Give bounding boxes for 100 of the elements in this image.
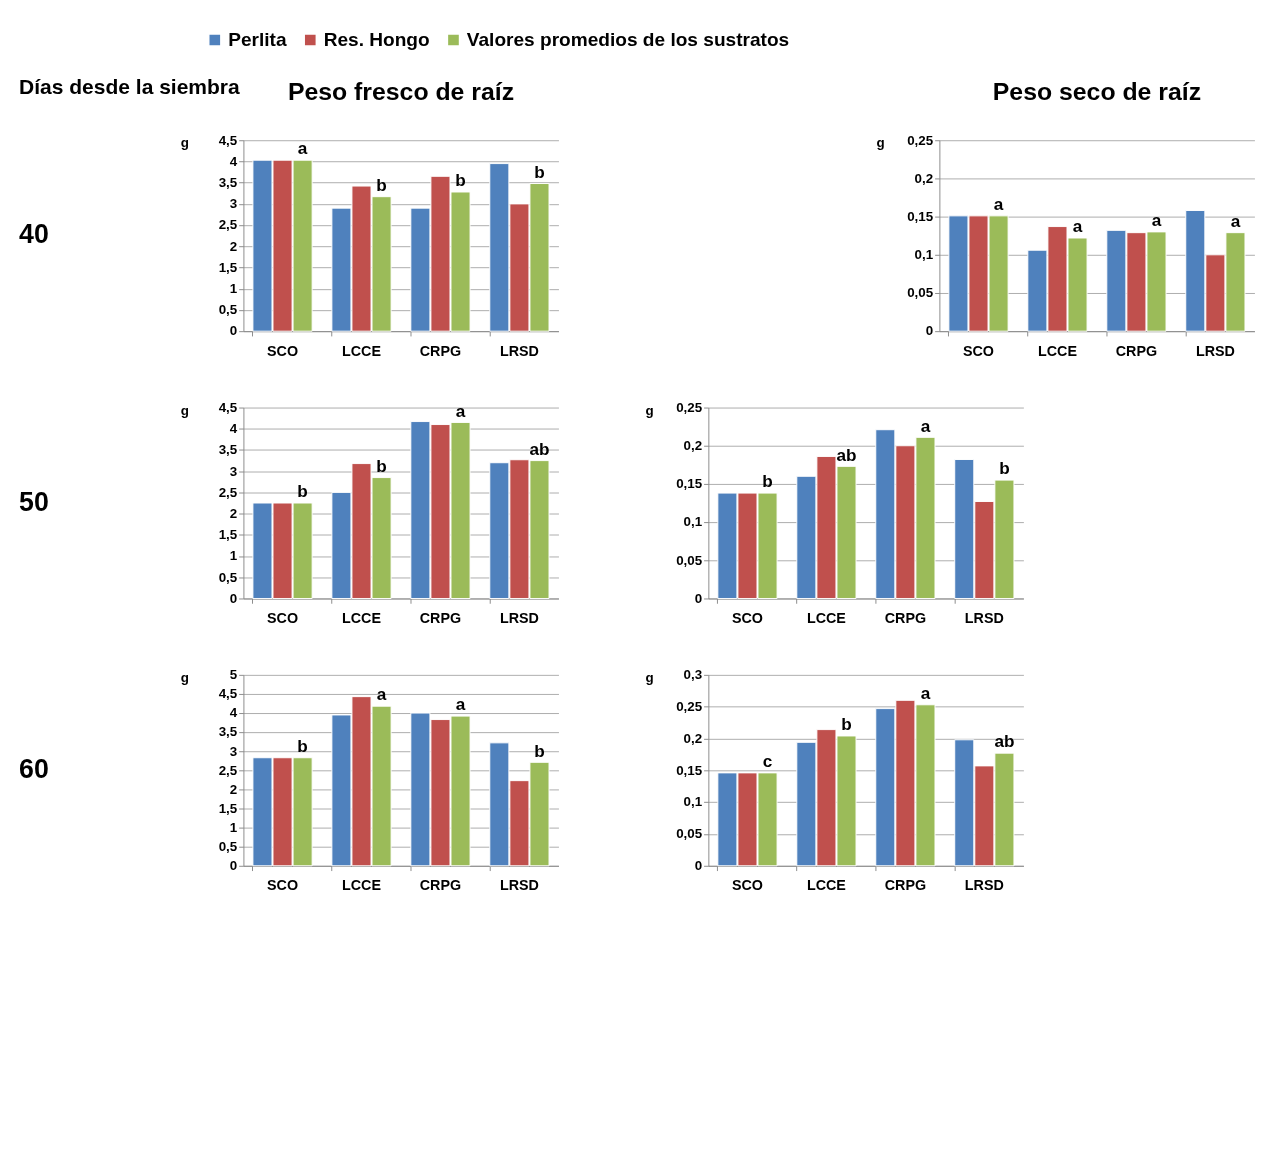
text: 40	[19, 219, 49, 250]
y-axis-title: g	[645, 402, 654, 418]
y-tick-label: 2,5	[218, 762, 238, 778]
y-tick-label: 0,5	[218, 839, 238, 855]
x-tick-label: LCCE	[1037, 342, 1077, 359]
y-tick-label: 0,2	[683, 438, 703, 454]
text: Días desde la siembra	[19, 75, 241, 99]
y-tick-label: 2	[229, 505, 238, 521]
x-tick-label: SCO	[731, 877, 763, 894]
annotation: b	[455, 170, 466, 191]
y-tick-label: 3	[229, 743, 238, 759]
y-tick-label: 2,5	[218, 217, 238, 233]
y-tick-label: 4,5	[218, 686, 238, 702]
annotation: a	[993, 194, 1004, 215]
y-tick-label: 4	[229, 153, 238, 169]
annotation: a	[455, 694, 466, 715]
annotation: a	[1072, 216, 1083, 237]
x-tick-label: SCO	[267, 877, 299, 894]
legend-label: Valores promedios de los sustratos	[466, 28, 790, 50]
y-tick-label: 0,05	[907, 285, 934, 301]
annotation: a	[455, 400, 466, 421]
y-tick-label: 0,05	[676, 552, 703, 568]
y-tick-label: 0,1	[683, 794, 703, 810]
y-tick-label: 1,5	[218, 800, 238, 816]
y-axis-title: g	[180, 670, 189, 686]
y-tick-label: 0,25	[676, 399, 703, 415]
x-tick-label: CRPG	[884, 877, 927, 894]
x-tick-label: SCO	[267, 342, 299, 359]
x-tick-label: LRSD	[499, 342, 539, 359]
y-tick-label: 2,5	[218, 484, 238, 500]
annotation: ab	[994, 731, 1015, 752]
annotation: a	[920, 683, 931, 704]
y-tick-label: 0,15	[676, 476, 703, 492]
x-tick-label: CRPG	[884, 609, 927, 626]
x-tick-label: LCCE	[806, 609, 846, 626]
y-tick-label: 0,5	[218, 302, 238, 318]
annotation: a	[297, 138, 308, 159]
annotation: a	[920, 415, 931, 436]
x-tick-label: CRPG	[419, 877, 462, 894]
y-tick-label: 3,5	[218, 442, 238, 458]
y-axis-title: g	[645, 670, 654, 686]
x-tick-label: LRSD	[1195, 342, 1235, 359]
y-tick-label: 1,5	[218, 259, 238, 275]
y-tick-label: 0,2	[683, 730, 703, 746]
annotation: ab	[529, 438, 550, 459]
x-tick-label: CRPG	[419, 342, 462, 359]
annotation: b	[762, 471, 773, 492]
y-tick-label: 0,2	[914, 170, 934, 186]
y-tick-label: 3,5	[218, 724, 238, 740]
x-tick-label: LRSD	[499, 609, 539, 626]
y-tick-label: 0,5	[218, 569, 238, 585]
y-tick-label: 0,15	[907, 208, 934, 224]
y-tick-label: 0,1	[683, 514, 703, 530]
x-tick-label: CRPG	[1115, 342, 1158, 359]
x-tick-label: LRSD	[499, 877, 539, 894]
y-tick-label: 0	[925, 323, 934, 339]
y-tick-label: 0,1	[914, 247, 934, 263]
y-tick-label: 0,25	[907, 132, 934, 148]
y-axis-title: g	[876, 135, 885, 151]
y-tick-label: 0	[694, 590, 703, 606]
y-tick-label: 0,15	[676, 762, 703, 778]
y-axis-title: g	[180, 402, 189, 418]
annotation: c	[762, 751, 773, 772]
chart-title: Peso fresco de raíz	[287, 78, 515, 106]
x-tick-label: SCO	[731, 609, 763, 626]
annotation: b	[297, 736, 308, 757]
x-tick-label: LCCE	[806, 877, 846, 894]
y-tick-label: 4,5	[218, 399, 238, 415]
y-tick-label: 3,5	[218, 174, 238, 190]
legend-label: Perlita	[228, 28, 287, 50]
y-tick-label: 1	[229, 548, 238, 564]
y-tick-label: 3	[229, 463, 238, 479]
x-tick-label: SCO	[962, 342, 994, 359]
y-tick-label: 0	[229, 858, 238, 874]
y-tick-label: 4	[229, 421, 238, 437]
x-tick-label: LCCE	[342, 342, 381, 359]
legend-label: Res. Hongo	[323, 28, 430, 50]
annotation: b	[534, 740, 545, 761]
annotation: b	[297, 481, 308, 502]
y-tick-label: 2	[229, 781, 238, 797]
y-tick-label: 0	[229, 323, 238, 339]
y-axis-title: g	[180, 135, 189, 151]
y-tick-label: 2	[229, 238, 238, 254]
y-tick-label: 5	[229, 667, 238, 683]
annotation: b	[999, 458, 1010, 479]
chart-title: Peso seco de raíz	[992, 78, 1202, 106]
y-tick-label: 1	[229, 281, 238, 297]
y-tick-label: 1,5	[218, 527, 238, 543]
annotation: a	[1151, 210, 1162, 231]
x-tick-label: LRSD	[964, 609, 1004, 626]
y-tick-label: 0,05	[676, 826, 703, 842]
x-tick-label: LRSD	[964, 877, 1004, 894]
y-tick-label: 1	[229, 819, 238, 835]
y-tick-label: 4	[229, 705, 238, 721]
x-tick-label: SCO	[267, 609, 299, 626]
y-tick-label: 0,3	[683, 667, 703, 683]
y-tick-label: 3	[229, 196, 238, 212]
annotation: b	[534, 161, 545, 182]
y-tick-label: 4,5	[218, 132, 238, 148]
y-tick-label: 0	[694, 858, 703, 874]
